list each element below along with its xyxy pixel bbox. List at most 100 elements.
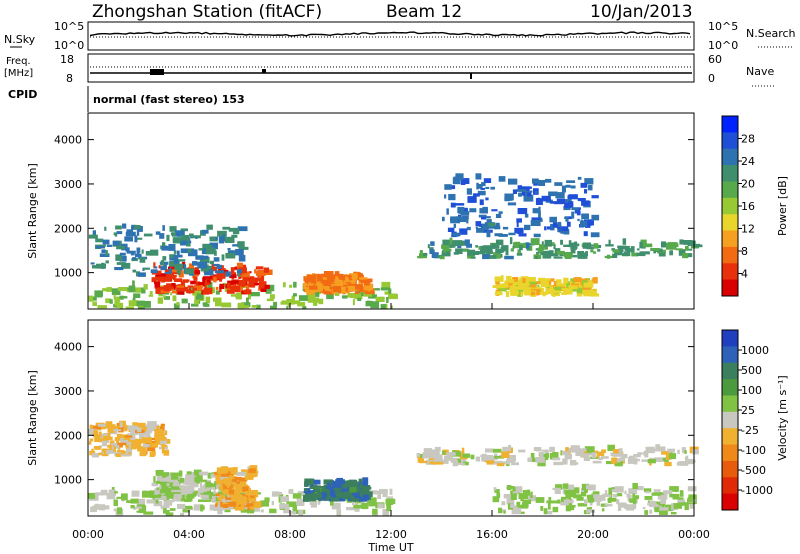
colorbar-segment [722,197,738,215]
data-cell [692,449,699,455]
data-cell [215,290,220,295]
data-cell [520,192,527,196]
data-cell [225,497,232,501]
data-cell [531,291,536,296]
data-cell [482,254,491,260]
data-cell [182,508,190,513]
data-cell [533,447,542,451]
data-cell [518,504,527,508]
data-cell [455,248,463,254]
data-cell [608,239,611,246]
data-cell [154,281,161,285]
data-region [492,483,697,515]
data-cell [199,487,208,493]
data-cell [457,462,466,465]
data-cell [546,500,553,504]
data-cell [331,497,340,502]
data-cell [527,457,532,462]
data-cell [193,504,201,511]
data-cell [589,220,594,226]
data-region [88,223,249,277]
data-cell [592,460,602,464]
data-cell [150,269,158,274]
data-cell [187,285,193,288]
data-cell [189,233,194,237]
colorbar-tick-label: 28 [741,133,755,146]
data-cell [170,292,173,296]
data-cell [201,255,209,259]
data-cell [563,252,568,257]
data-cell [246,297,249,304]
data-cell [476,182,479,190]
data-cell [245,477,254,480]
data-cell [493,497,496,502]
data-cell [313,300,318,306]
data-cell [462,453,471,458]
data-cell [102,288,108,292]
data-cell [204,282,210,286]
nave-tick-high: 60 [708,53,722,66]
data-cell [641,459,650,462]
data-cell [238,267,247,274]
station-title: Zhongshan Station (fitACF) [92,2,322,22]
data-cell [564,453,572,460]
nsky-panel-frame [87,21,695,51]
data-cell [556,283,566,287]
data-cell [190,490,197,495]
data-cell [200,504,204,512]
data-cell [115,453,122,457]
data-cell [147,445,156,452]
data-cell [510,248,514,252]
data-cell [113,446,116,452]
cpid-label: CPID [8,88,37,101]
data-cell [313,280,317,285]
data-cell [552,506,559,513]
data-cell [535,256,538,259]
data-cell [540,219,543,222]
data-cell [356,486,360,493]
data-cell [160,505,170,509]
data-cell [611,457,617,464]
data-cell [374,288,380,291]
data-cell [498,211,503,214]
data-cell [388,288,392,294]
data-cell [107,444,115,448]
data-cell [583,231,588,237]
data-cell [583,219,593,226]
data-cell [236,494,245,498]
data-cell [337,495,346,502]
data-cell [466,226,471,231]
data-cell [172,232,176,237]
data-cell [329,490,335,496]
data-cell [192,235,201,239]
data-cell [181,235,190,241]
data-cell [624,248,635,252]
data-cell [144,505,147,512]
data-cell [192,289,197,296]
data-cell [549,201,558,204]
data-cell [149,451,155,457]
data-cell [649,509,653,514]
data-cell [363,279,370,286]
data-cell [165,476,170,482]
data-cell [672,493,680,500]
data-cell [368,502,378,507]
data-cell [255,277,264,282]
data-cell [178,254,183,258]
data-cell [101,448,108,452]
colorbar-segment [722,395,738,413]
data-cell [512,277,518,283]
data-cell [384,303,388,309]
data-cell [314,479,321,485]
data-cell [527,277,536,284]
data-cell [258,281,267,286]
data-cell [649,500,656,505]
data-cell [107,429,116,433]
data-cell [654,506,660,513]
data-cell [176,503,186,509]
data-cell [217,230,227,237]
data-cell [209,242,218,250]
data-cell [579,220,588,227]
data-cell [100,489,108,496]
data-cell [627,494,632,502]
